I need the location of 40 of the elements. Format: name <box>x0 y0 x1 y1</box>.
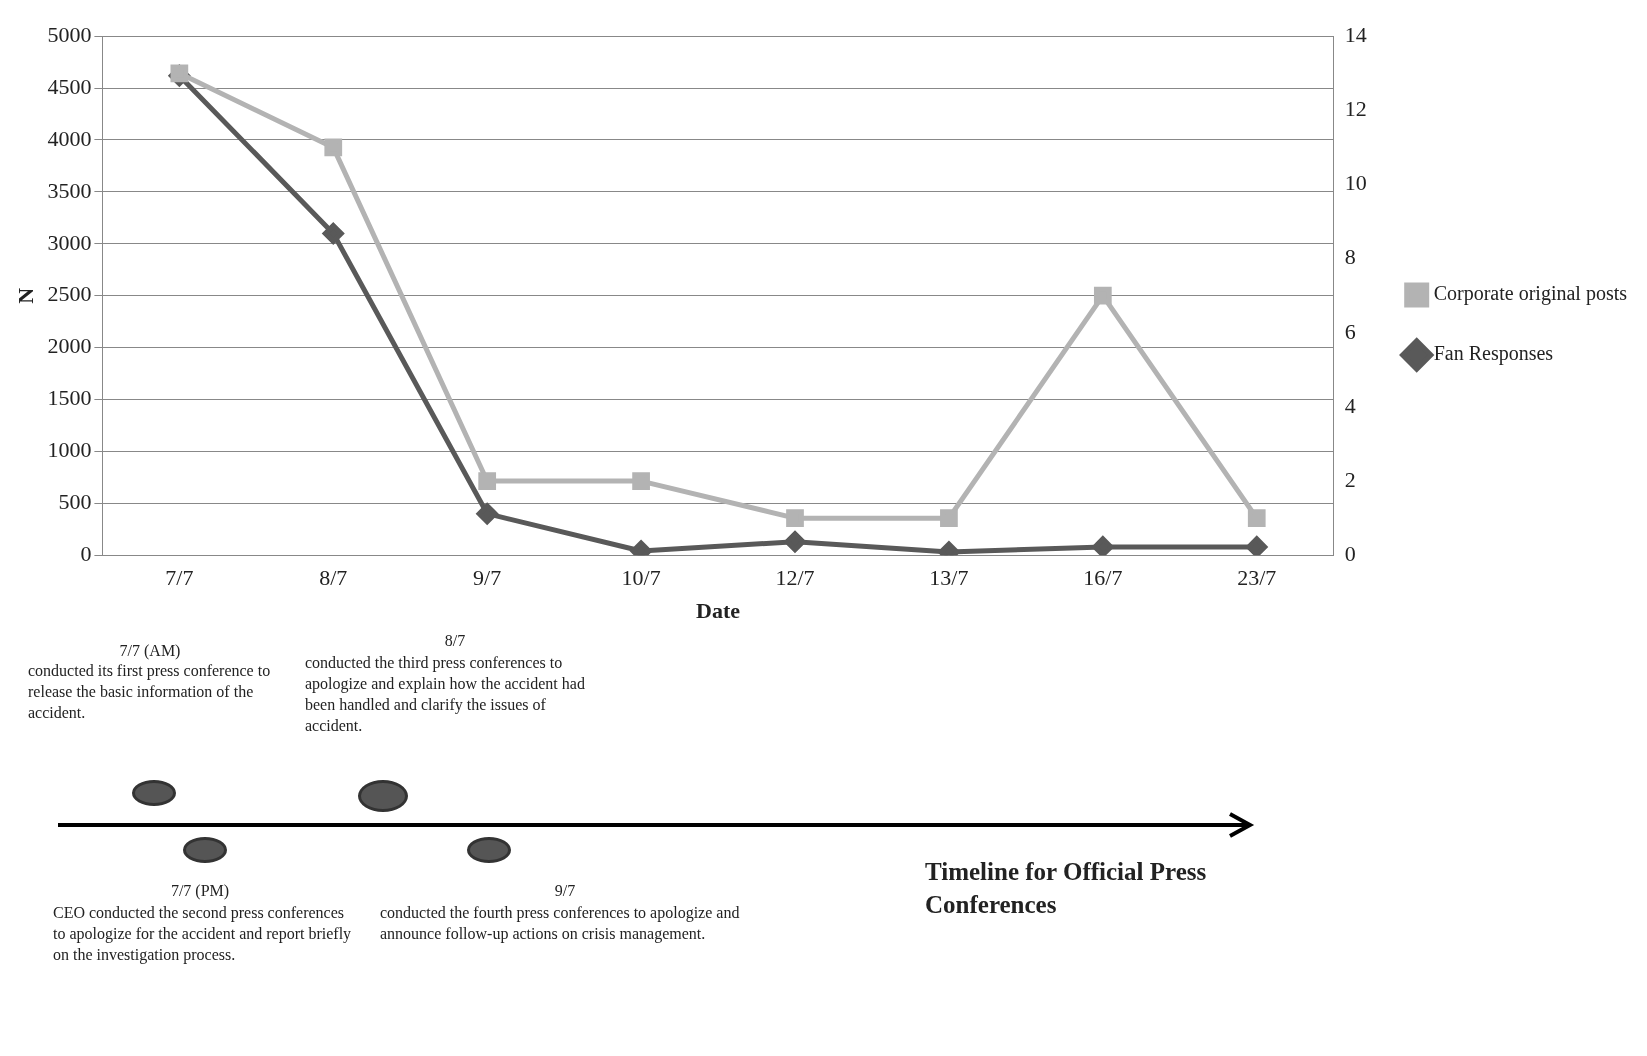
y-tick-label: 3500 <box>47 177 92 203</box>
y-tick-label: 2500 <box>47 281 92 307</box>
x-tick-label: 8/7 <box>319 565 348 591</box>
x-tick-label: 9/7 <box>473 565 502 591</box>
text: 8/7 <box>443 631 467 651</box>
legend-label: Corporate original posts <box>1433 282 1628 306</box>
y-tick-label: 5000 <box>47 21 92 47</box>
x-tick-label: 12/7 <box>775 565 815 591</box>
text: CEO conducted the second press conferences to apologize for the accident and report briefly on the investigation process. <box>53 903 353 965</box>
y2-tick-label: 6 <box>1344 318 1356 344</box>
x-axis-title: Date <box>696 598 741 624</box>
text: conducted the third press conferences to apologize and explain how the accident had been handled and clarify the issues of accident. <box>305 653 586 736</box>
text: conducted the fourth press conferences to apologize and announce follow-up actions on crisis management. <box>380 903 741 944</box>
y-tick-label: 4000 <box>47 125 92 151</box>
x-tick-label: 23/7 <box>1237 565 1277 591</box>
y2-tick-label: 8 <box>1344 244 1356 270</box>
y-tick-label: 2000 <box>47 333 92 359</box>
y-tick-label: 1000 <box>47 437 92 463</box>
x-tick-label: 13/7 <box>929 565 969 591</box>
legend-label: Fan Responses <box>1433 342 1554 366</box>
y2-tick-label: 4 <box>1344 392 1356 418</box>
y-tick-label: 500 <box>58 489 92 515</box>
x-tick-label: 16/7 <box>1083 565 1123 591</box>
y-tick-label: 1500 <box>47 385 92 411</box>
y-axis-title: N <box>12 287 38 304</box>
text: 7/7 (AM) <box>118 641 182 661</box>
text: Timeline for Official Press Conferences <box>925 857 1208 920</box>
y2-tick-label: 2 <box>1344 466 1356 492</box>
y2-tick-label: 12 <box>1344 96 1367 122</box>
text: 7/7 (PM) <box>169 881 231 901</box>
y-tick-label: 4500 <box>47 73 92 99</box>
y-tick-label: 3000 <box>47 229 92 255</box>
y-tick-label: 0 <box>80 540 92 566</box>
y2-tick-label: 10 <box>1344 170 1367 196</box>
x-tick-label: 10/7 <box>621 565 661 591</box>
text: conducted its first press conference to release the basic information of the accident. <box>28 661 272 723</box>
x-tick-label: 7/7 <box>165 565 194 591</box>
text: 9/7 <box>553 881 577 901</box>
y2-tick-label: 0 <box>1344 540 1356 566</box>
y2-tick-label: 14 <box>1344 21 1367 47</box>
